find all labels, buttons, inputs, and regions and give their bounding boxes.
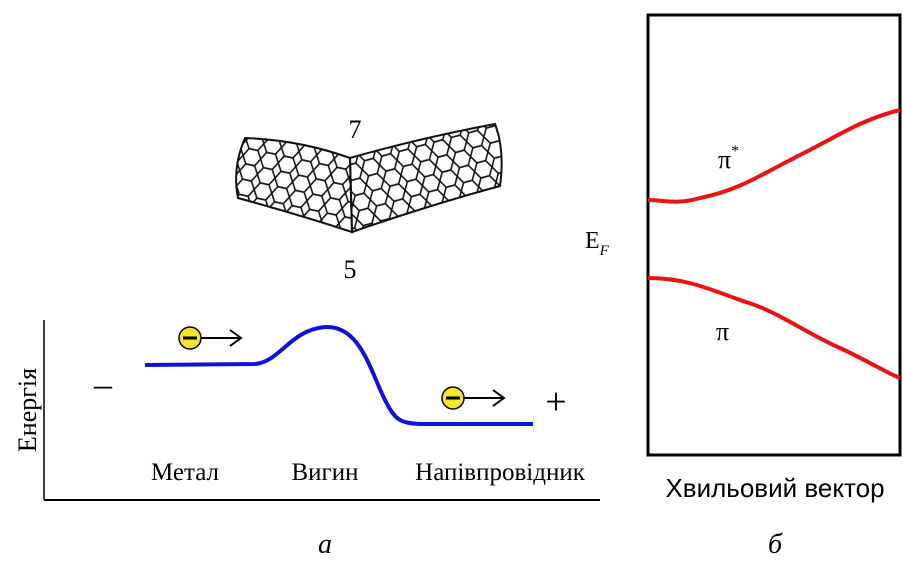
electron (179, 327, 241, 349)
band-label: π (716, 317, 729, 346)
nanotube-label: 7 (349, 115, 362, 144)
nanotube-label: 5 (344, 255, 357, 284)
sign: + (545, 381, 566, 423)
band-curve (648, 278, 900, 378)
region-label: Напівпровідник (415, 459, 586, 486)
nanotube (236, 124, 502, 232)
electron (442, 387, 504, 409)
band-frame (648, 15, 900, 455)
caption: а (318, 529, 332, 560)
y-axis-label: Енергія (13, 368, 42, 452)
region-label: Вигин (291, 459, 358, 486)
region-label: Метал (151, 459, 219, 486)
x-axis-label: Хвильовий вектор (665, 473, 884, 503)
figure: 7 5 Енергія – + Метал Вигин Напівпровідн… (0, 0, 903, 569)
sign: – (93, 364, 113, 404)
caption: б (768, 529, 783, 560)
fermi-label: EF (585, 228, 610, 259)
energy-curve (145, 327, 533, 424)
band-curve (648, 110, 900, 202)
band-label: π* (718, 143, 739, 174)
